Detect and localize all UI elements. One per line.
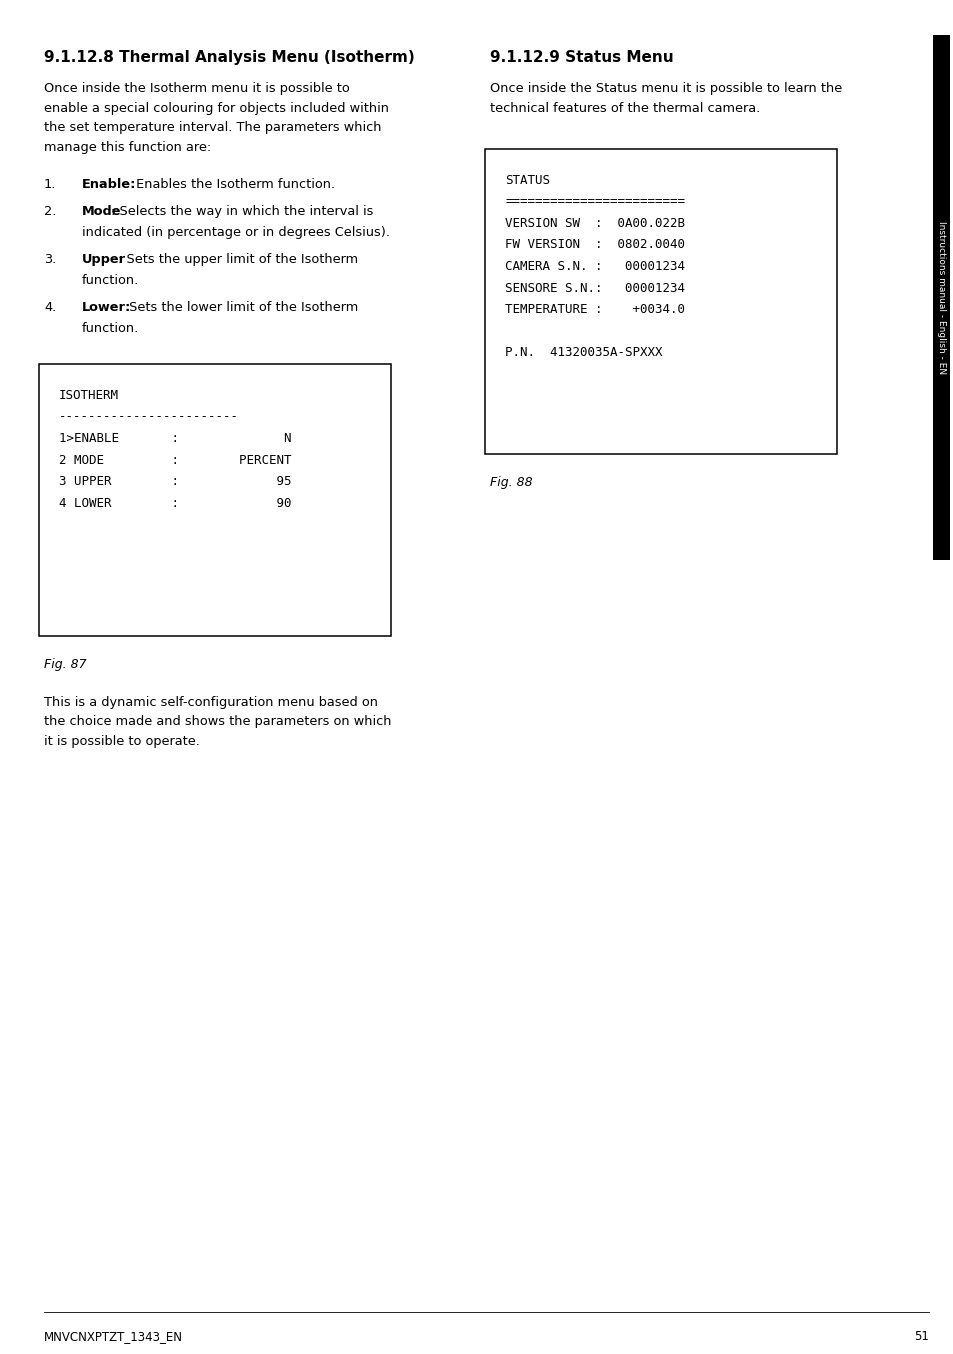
- Text: 2.: 2.: [44, 204, 56, 218]
- Text: Instructions manual - English - EN: Instructions manual - English - EN: [936, 221, 945, 374]
- Text: Enables the Isotherm function.: Enables the Isotherm function.: [132, 177, 335, 191]
- Text: FW VERSION  :  0802.0040: FW VERSION : 0802.0040: [504, 238, 684, 252]
- Text: 3.: 3.: [44, 253, 56, 265]
- Text: ISOTHERM: ISOTHERM: [59, 389, 119, 402]
- Text: Once inside the Status menu it is possible to learn the: Once inside the Status menu it is possib…: [490, 83, 841, 95]
- Text: 4 LOWER        :             90: 4 LOWER : 90: [59, 497, 292, 509]
- Text: Sets the lower limit of the Isotherm: Sets the lower limit of the Isotherm: [125, 301, 358, 314]
- Text: the set temperature interval. The parameters which: the set temperature interval. The parame…: [44, 121, 381, 134]
- Text: SENSORE S.N.:   00001234: SENSORE S.N.: 00001234: [504, 282, 684, 295]
- Text: 2 MODE         :        PERCENT: 2 MODE : PERCENT: [59, 454, 292, 467]
- Text: This is a dynamic self-configuration menu based on: This is a dynamic self-configuration men…: [44, 696, 377, 709]
- Text: Fig. 88: Fig. 88: [490, 477, 532, 489]
- Text: : Selects the way in which the interval is: : Selects the way in which the interval …: [111, 204, 373, 218]
- Text: Upper: Upper: [82, 253, 126, 265]
- Text: enable a special colouring for objects included within: enable a special colouring for objects i…: [44, 102, 389, 115]
- Text: function.: function.: [82, 322, 139, 334]
- Text: MNVCNXPTZT_1343_EN: MNVCNXPTZT_1343_EN: [44, 1330, 183, 1343]
- Text: 51: 51: [913, 1330, 928, 1343]
- Text: function.: function.: [82, 274, 139, 287]
- Text: 9.1.12.9 Status Menu: 9.1.12.9 Status Menu: [490, 50, 673, 65]
- Text: STATUS: STATUS: [504, 175, 550, 187]
- Text: Fig. 87: Fig. 87: [44, 658, 87, 672]
- Text: Enable:: Enable:: [82, 177, 136, 191]
- Text: the choice made and shows the parameters on which: the choice made and shows the parameters…: [44, 715, 391, 728]
- Text: VERSION SW  :  0A00.022B: VERSION SW : 0A00.022B: [504, 217, 684, 230]
- Text: CAMERA S.N. :   00001234: CAMERA S.N. : 00001234: [504, 260, 684, 274]
- Text: indicated (in percentage or in degrees Celsius).: indicated (in percentage or in degrees C…: [82, 226, 390, 240]
- Text: 1>ENABLE       :              N: 1>ENABLE : N: [59, 432, 292, 445]
- Text: 1.: 1.: [44, 177, 56, 191]
- Text: ========================: ========================: [504, 195, 684, 209]
- Text: it is possible to operate.: it is possible to operate.: [44, 735, 200, 747]
- Text: Mode: Mode: [82, 204, 121, 218]
- Text: TEMPERATURE :    +0034.0: TEMPERATURE : +0034.0: [504, 303, 684, 315]
- Bar: [484, 149, 836, 454]
- Text: P.N.  41320035A-SPXXX: P.N. 41320035A-SPXXX: [504, 347, 661, 359]
- Text: technical features of the thermal camera.: technical features of the thermal camera…: [490, 102, 760, 115]
- Text: Lower:: Lower:: [82, 301, 132, 314]
- Text: 3 UPPER        :             95: 3 UPPER : 95: [59, 475, 292, 487]
- Text: : Sets the upper limit of the Isotherm: : Sets the upper limit of the Isotherm: [118, 253, 357, 265]
- Bar: [932, 35, 949, 561]
- Text: ------------------------: ------------------------: [59, 410, 239, 424]
- Text: manage this function are:: manage this function are:: [44, 141, 211, 153]
- Text: 9.1.12.8 Thermal Analysis Menu (Isotherm): 9.1.12.8 Thermal Analysis Menu (Isotherm…: [44, 50, 415, 65]
- Text: 4.: 4.: [44, 301, 56, 314]
- Text: Once inside the Isotherm menu it is possible to: Once inside the Isotherm menu it is poss…: [44, 83, 350, 95]
- Bar: [39, 364, 391, 636]
